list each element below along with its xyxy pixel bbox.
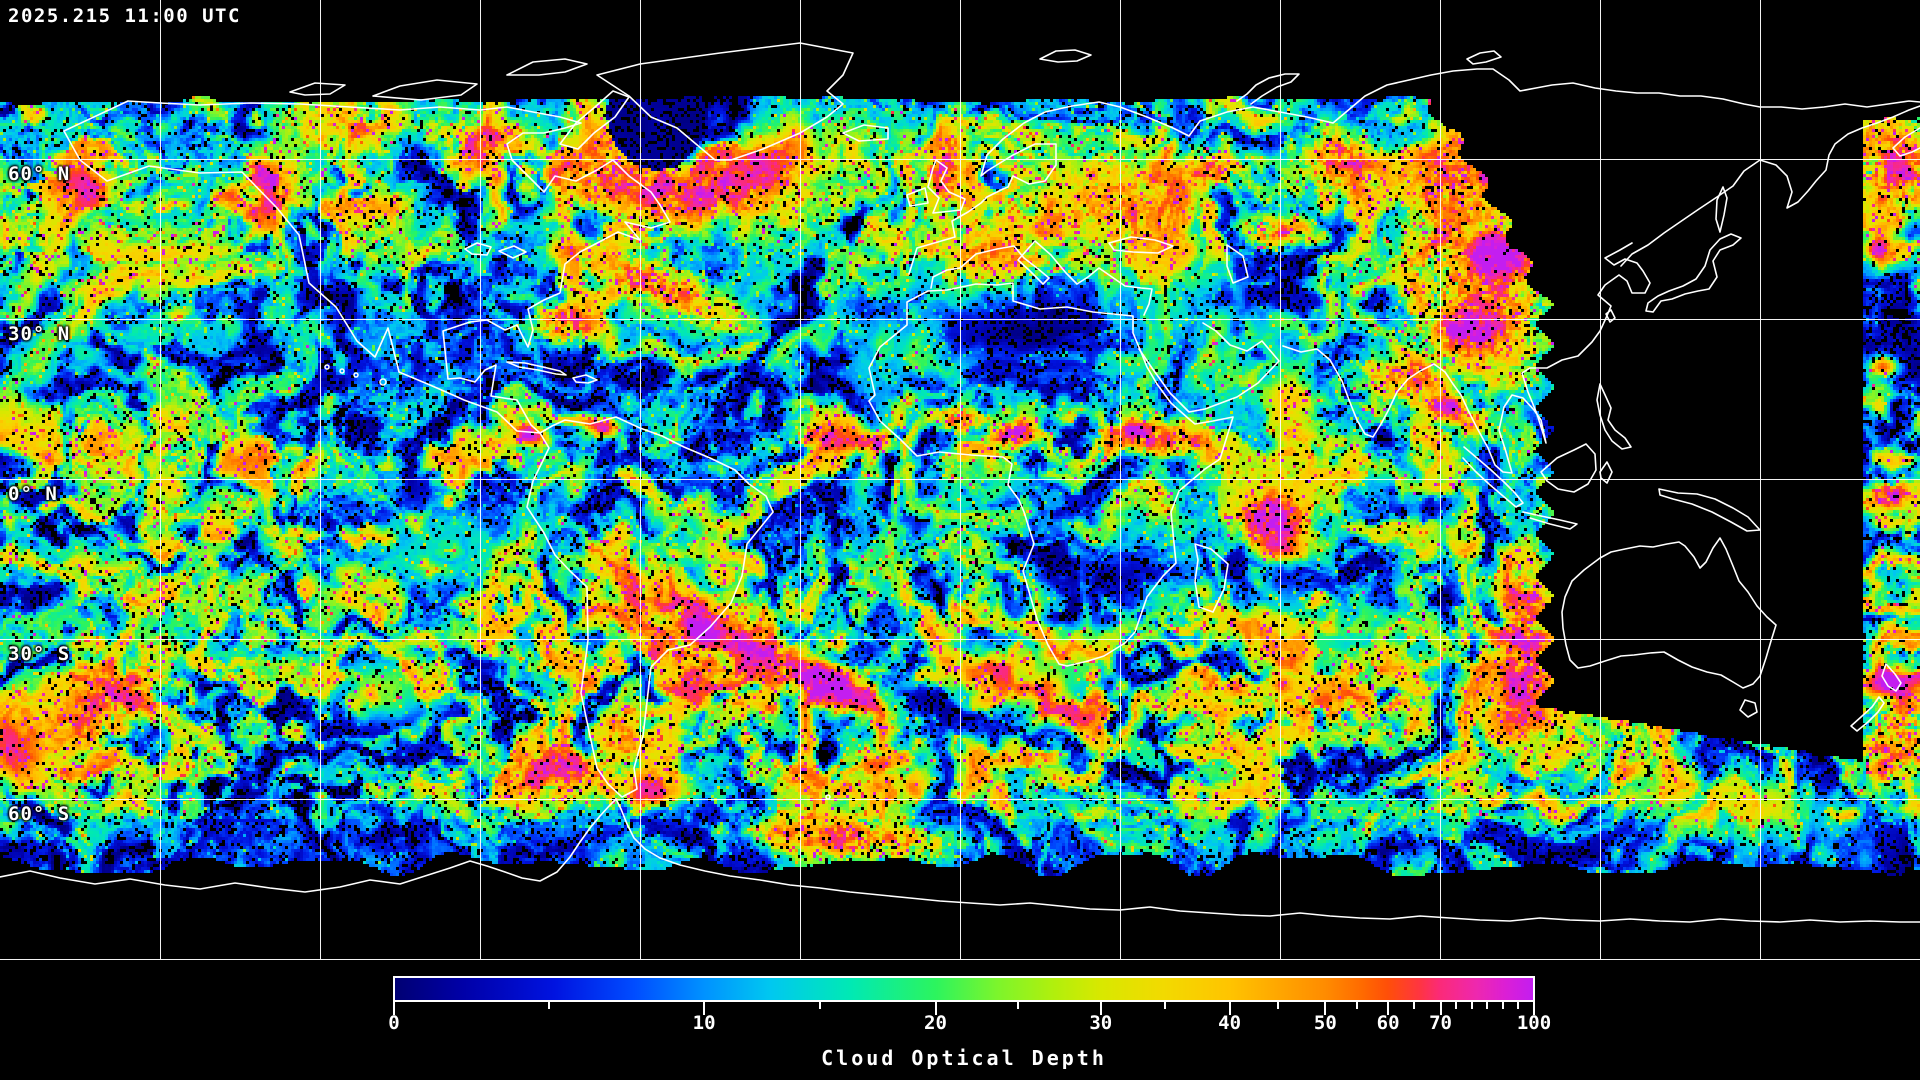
colorbar-major-tick xyxy=(1439,1002,1442,1015)
coastline xyxy=(1282,242,1651,474)
colorbar-minor-tick xyxy=(1276,1002,1279,1009)
coastline xyxy=(1194,543,1229,613)
colorbar-tick-label: 0 xyxy=(388,1012,400,1034)
colorbar-minor-tick xyxy=(818,1002,821,1009)
map-overlay-svg xyxy=(0,0,1920,960)
colorbar-major-tick xyxy=(1099,1002,1102,1015)
colorbar-minor-tick xyxy=(1455,1002,1458,1009)
colorbar-major-tick xyxy=(1324,1002,1327,1015)
colorbar-tick-label: 50 xyxy=(1313,1012,1337,1034)
coastline xyxy=(1522,511,1578,530)
coastline xyxy=(506,361,567,376)
latitude-label: 60° S xyxy=(8,803,71,825)
coastline xyxy=(906,187,929,207)
latitude-label: 60° N xyxy=(8,163,71,185)
island-outline xyxy=(353,372,359,378)
island-outline xyxy=(339,368,345,374)
coastline xyxy=(1715,186,1728,233)
coastline xyxy=(63,100,671,434)
colorbar-minor-tick xyxy=(1517,1002,1520,1009)
coastline xyxy=(1199,68,1920,124)
coastline xyxy=(1108,236,1174,254)
colorbar-tick-label: 30 xyxy=(1089,1012,1113,1034)
coastline xyxy=(1561,537,1777,689)
coastline xyxy=(464,242,492,256)
colorbar-title: Cloud Optical Depth xyxy=(821,1046,1107,1070)
colorbar-minor-tick xyxy=(1501,1002,1504,1009)
coastline xyxy=(1605,309,1616,323)
coastline xyxy=(572,374,598,384)
coastline xyxy=(930,240,1153,316)
colorbar-minor-tick xyxy=(1355,1002,1358,1009)
colorbar-minor-tick xyxy=(1413,1002,1416,1009)
coastline xyxy=(1138,322,1280,413)
colorbar-block: 0 10 20 30 40 50 60 70 100 Cloud Optical Depth xyxy=(0,960,1920,1080)
colorbar-minor-tick xyxy=(1470,1002,1473,1009)
coastline xyxy=(289,82,346,96)
colorbar-tick-label: 40 xyxy=(1218,1012,1242,1034)
colorbar-tick-label: 20 xyxy=(924,1012,947,1034)
coastline xyxy=(908,101,1201,275)
colorbar-minor-tick xyxy=(548,1002,551,1009)
coastline xyxy=(1658,488,1761,532)
coastline xyxy=(1226,244,1249,284)
coastline xyxy=(927,159,966,214)
colorbar-minor-tick xyxy=(1486,1002,1489,1009)
coastline xyxy=(1645,233,1742,313)
island-outline xyxy=(825,794,831,800)
colorbar-minor-tick xyxy=(1017,1002,1020,1009)
coastline xyxy=(1596,383,1632,450)
coastline xyxy=(1620,105,1920,267)
coastline xyxy=(372,79,478,101)
coastline-paths xyxy=(0,42,1920,923)
island-outline xyxy=(379,378,387,386)
coastline xyxy=(1540,443,1597,493)
coastline xyxy=(1881,663,1902,692)
colorbar-major-tick xyxy=(703,1002,706,1015)
coastline xyxy=(1462,446,1524,508)
colorbar-major-tick xyxy=(1533,1002,1535,1015)
coastline xyxy=(1850,696,1885,732)
coastline xyxy=(526,416,774,798)
coastline xyxy=(842,124,889,142)
colorbar-tick-label: 100 xyxy=(1516,1012,1552,1034)
coastline xyxy=(0,798,1920,923)
coastline xyxy=(1739,699,1758,718)
colorbar-gradient xyxy=(395,978,1533,1000)
colorbar-tick-label: 70 xyxy=(1429,1012,1452,1034)
coastline xyxy=(1599,461,1613,484)
coastline xyxy=(498,245,527,259)
coastline xyxy=(1892,127,1920,157)
colorbar-major-tick xyxy=(934,1002,937,1015)
coastline xyxy=(1236,73,1300,105)
coastline xyxy=(1466,50,1502,65)
colorbar-tick-label: 60 xyxy=(1376,1012,1400,1034)
graticule-lines xyxy=(0,0,1920,960)
world-map: 2025.215 11:00 UTC 60° N 30° N 0° N 30° S 60… xyxy=(0,0,1920,960)
latitude-label: 0° N xyxy=(8,483,58,505)
latitude-label: 30° N xyxy=(8,323,71,345)
colorbar-minor-tick xyxy=(1164,1002,1167,1009)
colorbar xyxy=(393,976,1535,1002)
colorbar-major-tick xyxy=(393,1002,395,1015)
colorbar-major-tick xyxy=(1387,1002,1390,1015)
coastline xyxy=(868,282,1234,667)
coastline xyxy=(559,90,630,150)
coastline xyxy=(506,58,588,76)
colorbar-major-tick xyxy=(1228,1002,1231,1015)
latitude-label: 30° S xyxy=(8,643,71,665)
timestamp-label: 2025.215 11:00 UTC xyxy=(8,5,241,27)
colorbar-tick-label: 10 xyxy=(692,1012,716,1034)
coastline xyxy=(1039,49,1092,63)
island-outline xyxy=(324,364,330,370)
coastline xyxy=(596,42,854,161)
